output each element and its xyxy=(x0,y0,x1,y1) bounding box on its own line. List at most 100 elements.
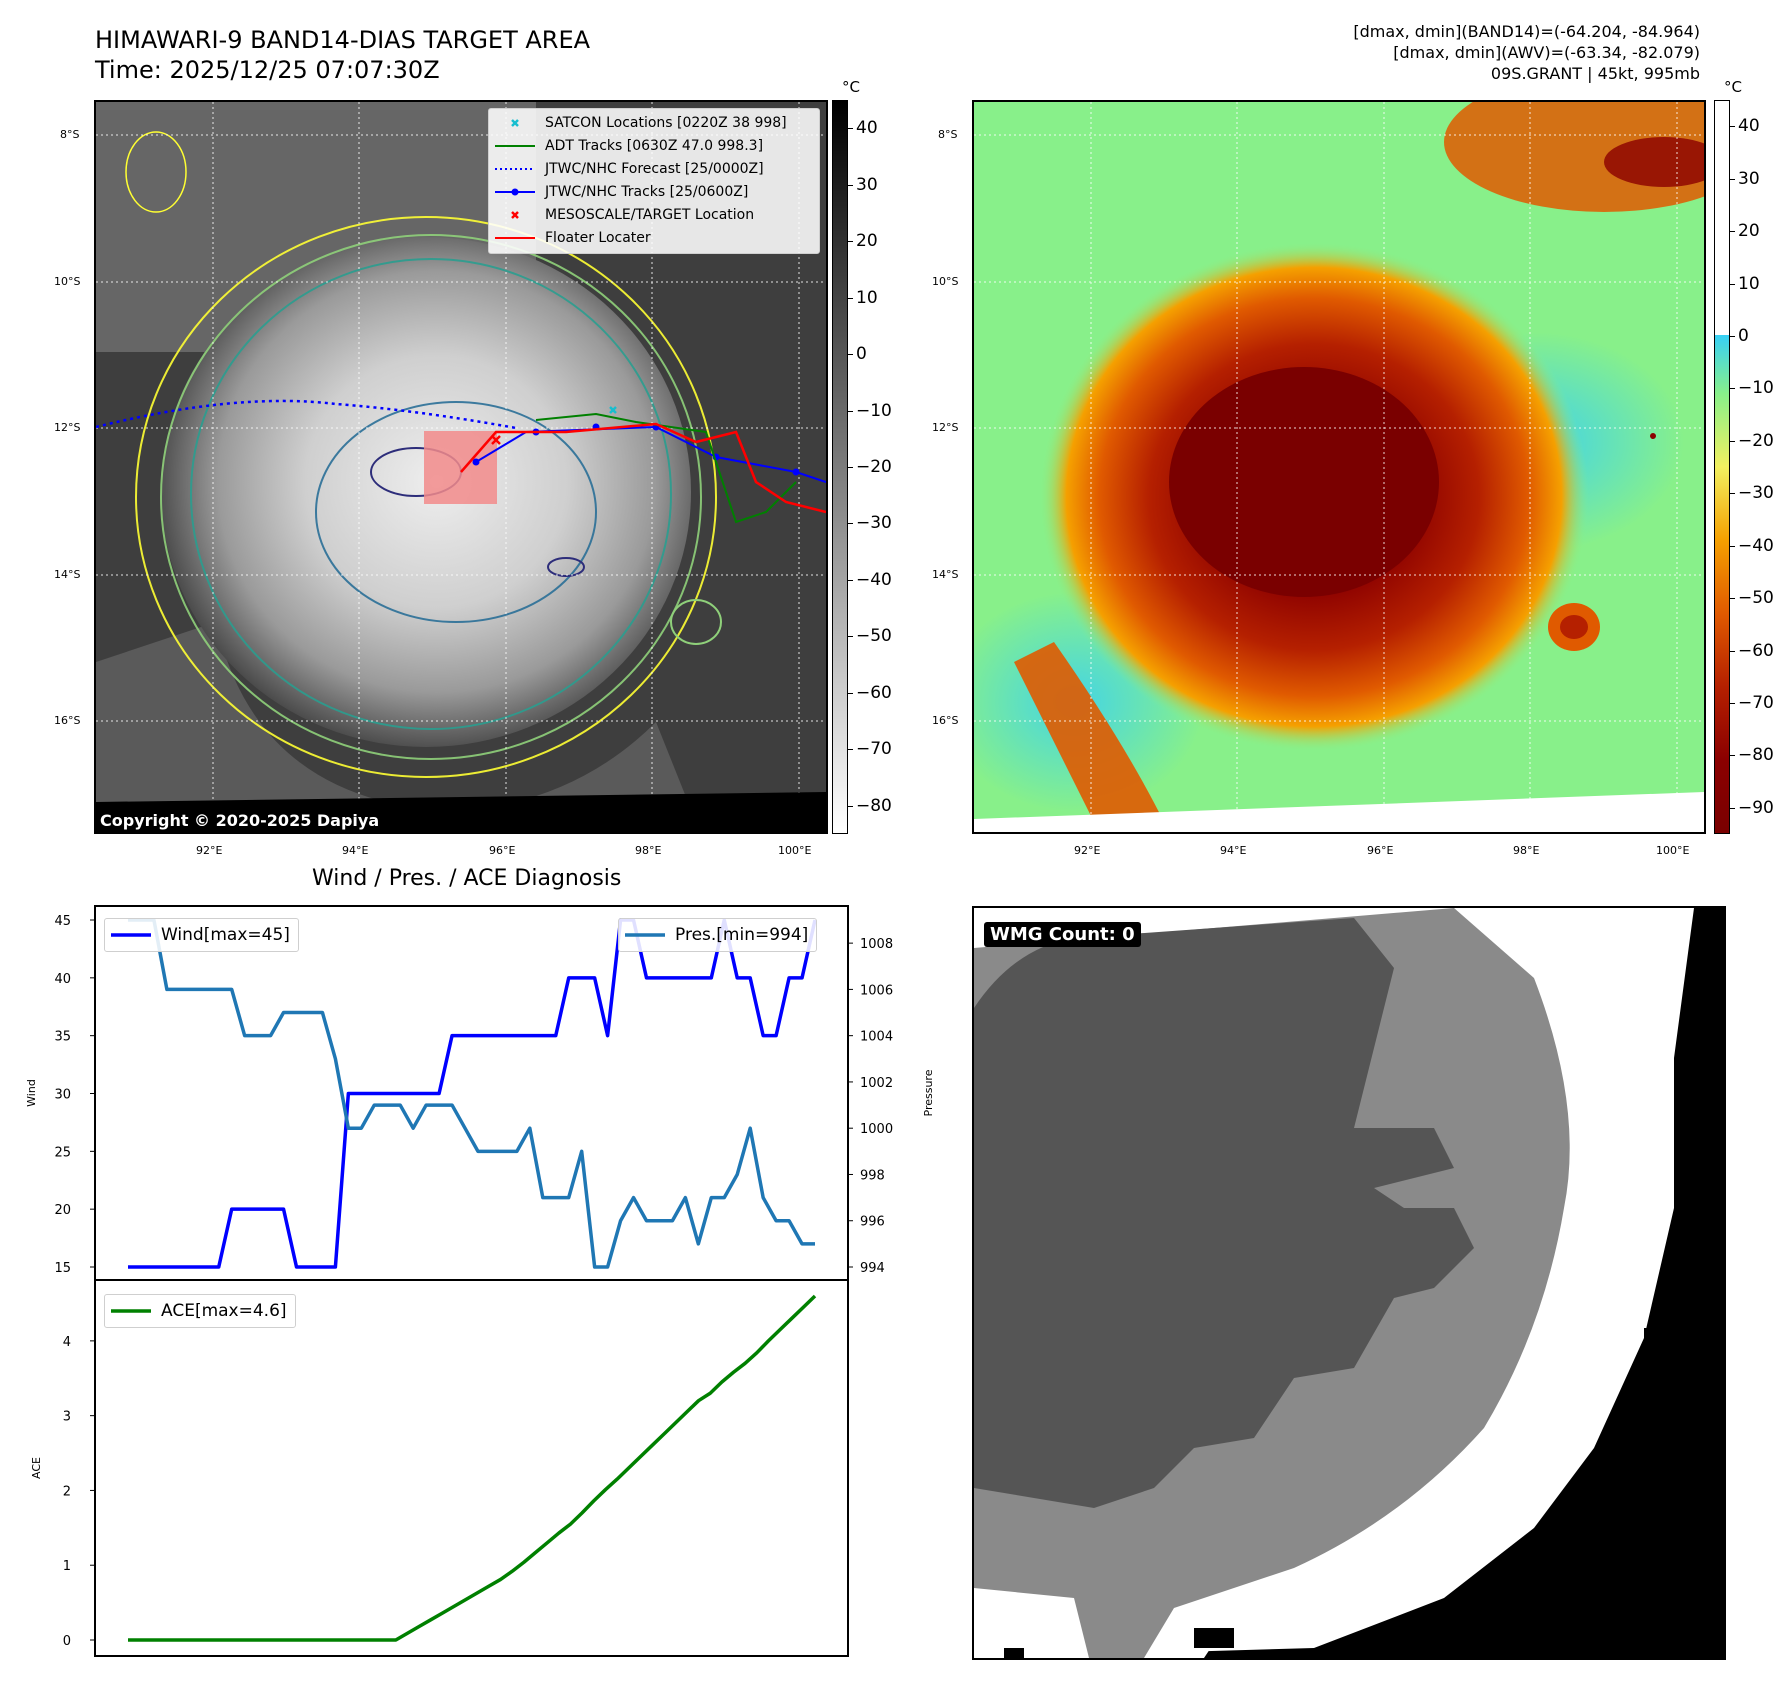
colorbar-gray-tick: 40 xyxy=(856,118,878,139)
colorbar-gray-tick-mark xyxy=(848,579,853,581)
colorbar-color-tick: 30 xyxy=(1738,168,1760,189)
wind-axis-label: Wind xyxy=(25,1079,38,1107)
wind-tick-label: 25 xyxy=(54,1145,71,1160)
colorbar-gray-tick-mark xyxy=(848,184,853,186)
colorbar-gray-tick-mark xyxy=(848,297,853,299)
target-marker xyxy=(491,435,501,445)
lon-label-96e: 96°E xyxy=(489,844,516,857)
wmg-image xyxy=(974,908,1724,1658)
lon-label-98e: 98°E xyxy=(635,844,662,857)
colorbar-color-tick-mark xyxy=(1730,702,1735,704)
diagnosis-title: Wind / Pres. / ACE Diagnosis xyxy=(312,866,622,891)
lower-plot-frame xyxy=(94,1279,849,1657)
colorbar-color-tick: −10 xyxy=(1738,378,1774,399)
colorbar-color-tick-mark xyxy=(1730,231,1735,233)
wind-series-line xyxy=(128,918,817,1269)
figure-title: HIMAWARI-9 BAND14-DIAS TARGET AREA xyxy=(95,26,591,54)
ir-color-image xyxy=(974,102,1704,832)
lat-label-14s: 14°S xyxy=(54,568,81,581)
wind-tick-label: 35 xyxy=(54,1030,71,1045)
pres-tick-label: 994 xyxy=(860,1261,885,1276)
colorbar-gray-tick: 10 xyxy=(856,287,878,308)
colorbar-color-tick-mark xyxy=(1730,335,1735,337)
colorbar-gray-tick: −30 xyxy=(856,513,892,534)
lon-label-94e: 94°E xyxy=(342,844,369,857)
diagnosis-chart: 4540353025201510081006100410021000998996… xyxy=(25,905,935,1657)
pres-legend: Pres.[min=994] xyxy=(618,918,818,952)
floater-track xyxy=(460,422,826,514)
lat-label-8s: 8°S xyxy=(60,128,80,141)
colorbar-color-tick-mark xyxy=(1730,755,1735,757)
lat-label-12s: 12°S xyxy=(54,421,81,434)
colorbar-gray-tick: −40 xyxy=(856,569,892,590)
pres-tick-label: 1000 xyxy=(860,1122,893,1137)
colorbar-color-tick: −90 xyxy=(1738,797,1774,818)
colorbar-color-tick: −30 xyxy=(1738,483,1774,504)
colorbar-color-tick: −80 xyxy=(1738,745,1774,766)
lon-label-100e: 100°E xyxy=(778,844,812,857)
colorbar-color-tick-mark xyxy=(1730,126,1735,128)
lon-label-92e-color: 92°E xyxy=(1074,844,1101,857)
colorbar-color-tick-mark xyxy=(1730,650,1735,652)
colorbar-gray-tick-mark xyxy=(848,749,853,751)
colorbar-color-tick: 20 xyxy=(1738,221,1760,242)
legend-item-floater: Floater Locater xyxy=(495,229,651,246)
info-band14: [dmax, dmin](BAND14)=(-64.204, -84.964) xyxy=(1353,22,1700,41)
colorbar-gray-tick: −10 xyxy=(856,400,892,421)
pres-tick-label: 996 xyxy=(860,1215,885,1230)
colorbar-gray xyxy=(832,100,848,834)
lon-label-96e-color: 96°E xyxy=(1367,844,1394,857)
wmg-count-label: WMG Count: 0 xyxy=(984,922,1141,947)
lat-label-12s-color: 12°S xyxy=(932,421,959,434)
colorbar-color-tick-mark xyxy=(1730,440,1735,442)
colorbar-gray-tick: −50 xyxy=(856,626,892,647)
wind-tick-label: 20 xyxy=(54,1203,71,1218)
colorbar-gray-tick-mark xyxy=(848,523,853,525)
colorbar-gray-tick-mark xyxy=(848,354,853,356)
colorbar-color-tick: −20 xyxy=(1738,430,1774,451)
colorbar-color-tick: 10 xyxy=(1738,273,1760,294)
colorbar-gray-tick-mark xyxy=(848,241,853,243)
ace-tick-label: 1 xyxy=(63,1559,71,1574)
lat-label-16s: 16°S xyxy=(54,714,81,727)
legend-item-jtwc-tracks: JTWC/NHC Tracks [25/0600Z] xyxy=(493,180,819,203)
wind-tick-label: 40 xyxy=(54,972,71,987)
legend-item-adt: ADT Tracks [0630Z 47.0 998.3] xyxy=(495,137,764,154)
ir-grayscale-map: SATCON Locations [0220Z 38 998] ADT Trac… xyxy=(94,100,828,834)
colorbar-color-tick: 40 xyxy=(1738,116,1760,137)
satcon-marker xyxy=(609,406,617,414)
lat-label-10s: 10°S xyxy=(54,275,81,288)
colorbar-gray-tick-mark xyxy=(848,692,853,694)
ace-tick-label: 0 xyxy=(63,1634,71,1649)
wind-tick-label: 45 xyxy=(54,914,71,929)
colorbar-gray-tick: 0 xyxy=(856,344,867,365)
pres-axis-label: Pressure xyxy=(922,1069,935,1116)
colorbar-gray-tick-mark xyxy=(848,467,853,468)
legend-item-forecast: JTWC/NHC Forecast [25/0000Z] xyxy=(495,160,764,177)
lon-label-94e-color: 94°E xyxy=(1220,844,1247,857)
ace-tick-label: 2 xyxy=(63,1484,71,1499)
colorbar-gray-unit: °C xyxy=(842,78,860,96)
wmg-panel: WMG Count: 0 xyxy=(972,906,1726,1660)
wind-tick-label: 30 xyxy=(54,1088,71,1103)
lat-label-8s-color: 8°S xyxy=(938,128,958,141)
adt-track xyxy=(535,412,797,524)
info-storm: 09S.GRANT | 45kt, 995mb xyxy=(1490,64,1700,83)
ace-series-line xyxy=(128,1294,817,1642)
pres-tick-label: 998 xyxy=(860,1168,885,1183)
colorbar-gray-tick: −70 xyxy=(856,739,892,760)
ace-legend: ACE[max=4.6] xyxy=(104,1294,296,1328)
wind-legend-label: Wind[max=45] xyxy=(161,925,290,945)
colorbar-color-tick-mark xyxy=(1730,598,1735,600)
colorbar-gray-tick-mark xyxy=(848,128,853,130)
pres-tick-label: 1004 xyxy=(860,1030,893,1045)
colorbar-gray-tick: −20 xyxy=(856,457,892,477)
colorbar-color-tick-mark xyxy=(1730,283,1735,285)
colorbar-color-tick: −40 xyxy=(1738,535,1774,556)
lon-label-100e-color: 100°E xyxy=(1656,844,1690,857)
pres-tick-label: 1008 xyxy=(860,937,893,952)
colorbar-gray-tick-mark xyxy=(848,636,853,638)
copyright-label: Copyright © 2020-2025 Dapiya xyxy=(100,811,380,830)
ace-tick-label: 4 xyxy=(63,1335,71,1350)
pres-tick-label: 1006 xyxy=(860,983,893,998)
